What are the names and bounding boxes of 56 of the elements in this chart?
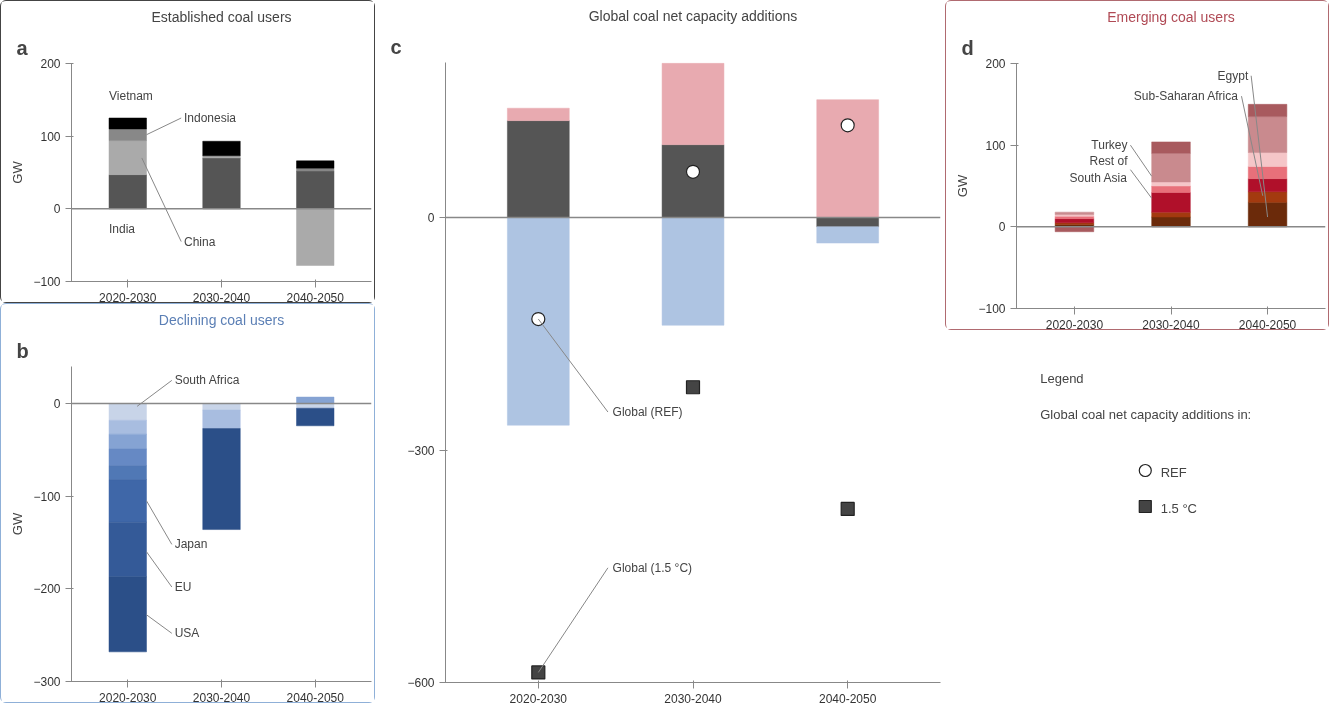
text: EU [174, 580, 192, 594]
x-tick-label: 2030-2040 [192, 290, 251, 305]
text: a [16, 36, 29, 59]
x-tick-label: 2030-2040 [664, 691, 723, 706]
text: d [961, 36, 974, 59]
y-tick-label: 0 [53, 202, 61, 217]
y-tick-label: −100 [978, 302, 1006, 316]
y-tick-label: 200 [40, 57, 61, 71]
x-tick-label: 2040-2050 [818, 691, 877, 706]
annotation: Global (1.5 °C) [612, 560, 693, 575]
y-tick-label: −300 [33, 675, 61, 689]
text: Global coal net capacity additions in: [1040, 406, 1252, 422]
x-tick-label: 2020-2030 [1045, 317, 1104, 332]
text: USA [174, 626, 200, 641]
x-tick-label: 2020-2030 [99, 690, 157, 705]
x-tick-label: 2020-2030 [509, 691, 568, 706]
y-tick-label: 100 [985, 138, 1006, 153]
x-tick-label: 2030-2040 [1142, 317, 1201, 332]
legend-title: Legend [1040, 370, 1084, 386]
text: Egypt [1217, 68, 1249, 83]
y-tick-label: −600 [407, 676, 435, 690]
legend-label: REF [1160, 464, 1187, 480]
y-tick-label: 0 [53, 397, 61, 412]
y-axis-title: GW [10, 160, 26, 184]
annotation: Global (REF) [612, 405, 683, 420]
y-tick-label: 0 [427, 211, 435, 225]
text: Rest of South Asia [1069, 154, 1129, 186]
y-tick-label: −100 [33, 489, 61, 504]
x-tick-label: 2040-2050 [1238, 317, 1297, 332]
y-tick-label: 200 [985, 57, 1006, 71]
y-tick-label: −300 [407, 443, 435, 458]
chart-title: Emerging coal users [1107, 8, 1235, 25]
text: Japan [174, 537, 208, 552]
y-axis-title: GW [955, 174, 971, 198]
y-axis-title: GW [10, 512, 26, 536]
legend-label: 1.5 °C [1160, 500, 1198, 516]
text: b [16, 339, 29, 362]
y-tick-label: −200 [33, 582, 61, 597]
legend-label: Indonesia [184, 111, 237, 125]
x-tick-label: 2040-2050 [286, 290, 345, 305]
text: Turkey [1091, 138, 1128, 153]
chart-title: Established coal users [151, 8, 292, 25]
x-tick-label: 2040-2050 [286, 690, 345, 705]
text: c [390, 35, 402, 58]
series-label: India [109, 222, 136, 237]
x-tick-label: 2030-2040 [192, 690, 251, 705]
chart-title: Declining coal users [158, 311, 285, 328]
y-tick-label: 0 [998, 220, 1006, 235]
y-tick-label: 100 [40, 129, 61, 144]
series-label: South Africa [174, 373, 240, 388]
series-label: Vietnam [109, 89, 153, 104]
text: Sub-Saharan Africa [1133, 89, 1239, 104]
chart-title: Global coal net capacity additions [588, 7, 798, 24]
y-tick-label: −100 [33, 275, 61, 289]
x-tick-label: 2020-2030 [99, 290, 157, 305]
text: China [184, 234, 216, 249]
